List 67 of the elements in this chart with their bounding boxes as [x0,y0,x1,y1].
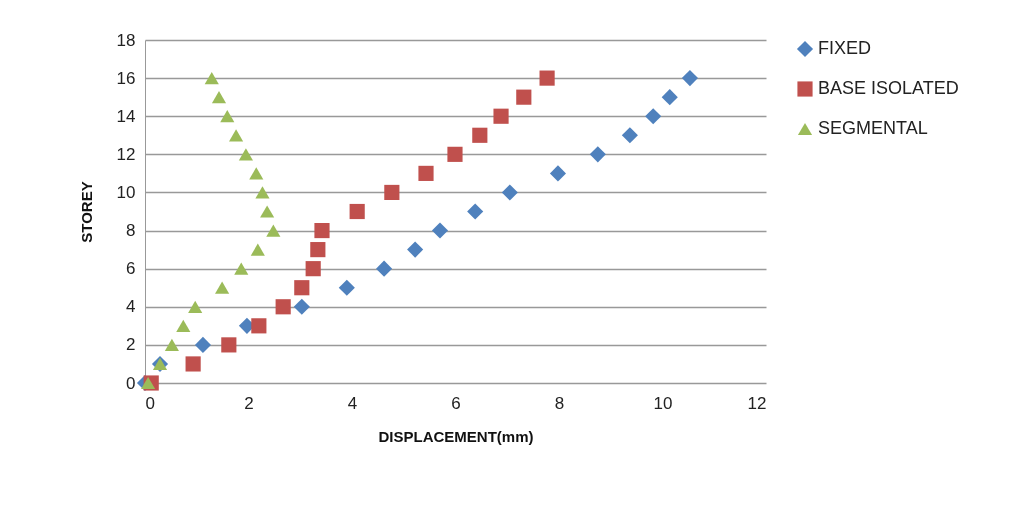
y-tick-label: 10 [116,182,136,202]
point [661,89,678,106]
point [176,319,191,332]
point [234,262,249,275]
y-tick-label: 2 [126,335,136,355]
point [293,298,310,315]
point [238,148,253,161]
y-tick-label: 4 [126,297,136,317]
point [467,203,484,220]
point [249,167,264,180]
point [589,146,606,163]
x-tick-label: 12 [747,393,767,413]
point [472,127,488,143]
point [260,205,275,218]
point [493,108,509,124]
legend-label: SEGMENTAL [818,118,928,138]
x-tick-label: 6 [451,393,461,413]
point [645,108,662,125]
y-axis-title: STOREY [77,181,95,243]
point [215,281,230,294]
legend-label: FIXED [818,38,872,58]
point [204,71,219,85]
y-tick-label: 0 [126,373,136,393]
point [314,222,330,239]
point [221,337,237,353]
y-tick-label: 16 [116,68,136,88]
y-tick-label: 12 [116,144,136,164]
point [549,165,567,182]
point [294,280,310,296]
point [431,222,449,239]
point [251,318,267,334]
y-tick-label: 14 [116,106,136,126]
point [621,127,638,144]
x-tick-label: 2 [244,393,254,413]
point [250,243,265,256]
x-tick-label: 8 [554,393,565,413]
point [338,279,355,296]
point [407,241,424,258]
y-tick-label: 6 [126,259,136,279]
y-tick-label: 18 [116,30,136,50]
legend-label: BASE ISOLATED [818,78,959,98]
point [185,356,201,372]
point [384,184,400,201]
point [266,224,281,237]
y-tick-label: 8 [126,221,136,241]
point [310,242,326,258]
point [220,110,235,123]
x-tick-label: 0 [145,393,155,413]
point [194,336,212,353]
point [418,165,434,181]
point [211,91,227,104]
x-tick-label: 10 [653,393,673,413]
point [349,203,365,220]
point [447,146,463,162]
point [229,129,244,142]
point [275,299,291,315]
point [501,184,518,201]
point [164,338,179,352]
point [188,300,203,313]
point [255,186,270,199]
point [376,260,393,277]
point [681,70,698,87]
point [305,261,321,277]
x-tick-label: 4 [347,393,358,413]
point [539,70,555,86]
x-axis-title: DISPLACEMENT(mm) [378,427,534,445]
point [516,89,532,105]
